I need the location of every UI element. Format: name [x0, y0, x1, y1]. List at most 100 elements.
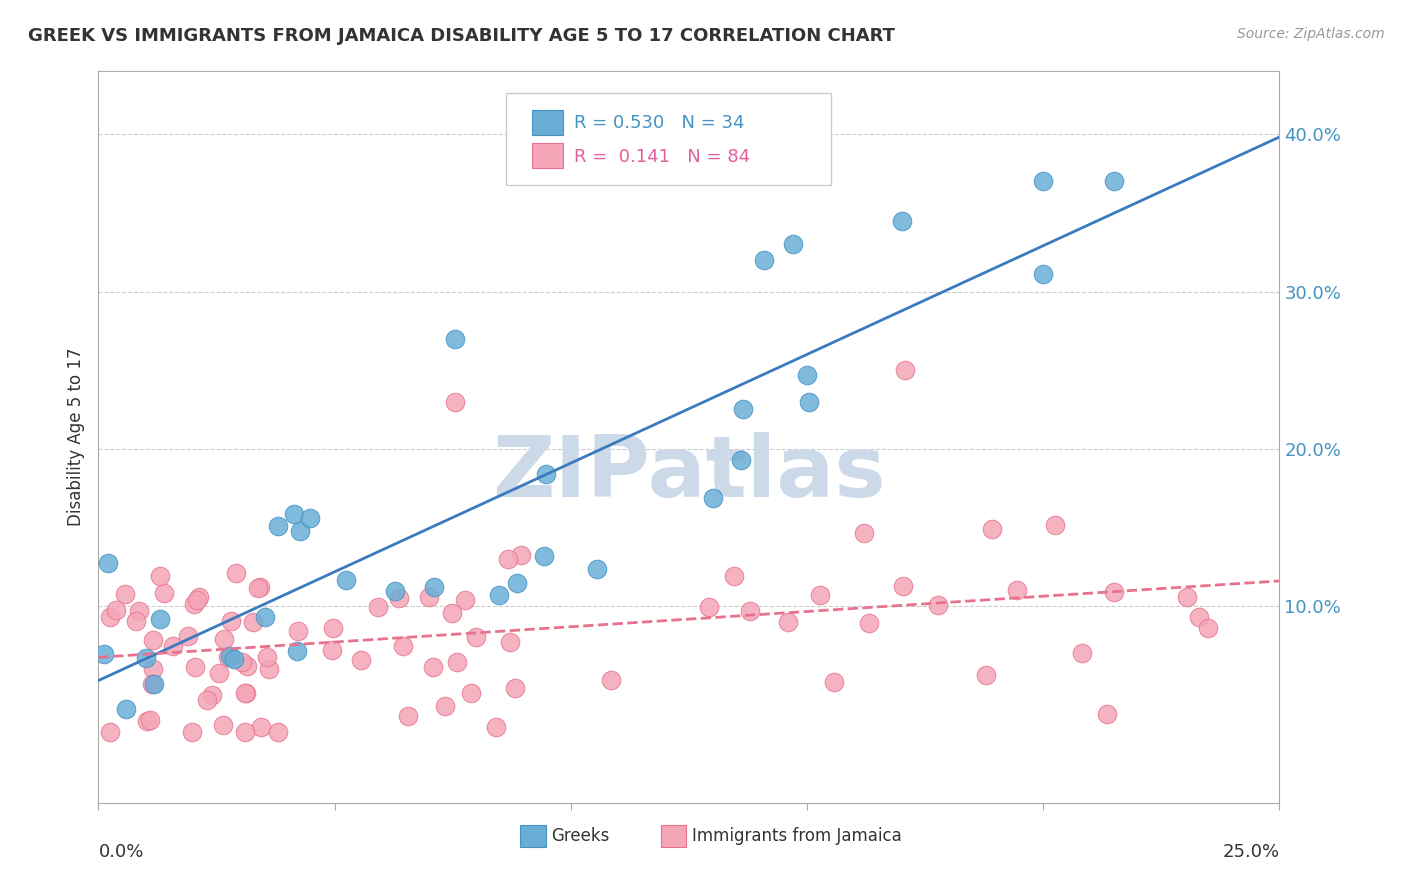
Point — [285, 644, 308, 658]
Point — [141, 677, 163, 691]
Point — [464, 630, 486, 644]
Point — [460, 686, 482, 700]
Point — [253, 610, 276, 624]
Point — [208, 665, 231, 680]
FancyBboxPatch shape — [531, 143, 562, 168]
Point — [222, 652, 245, 666]
Point — [233, 725, 256, 739]
Point — [242, 615, 264, 629]
Point — [225, 566, 247, 580]
Point — [1102, 585, 1125, 599]
Point — [808, 589, 831, 603]
Point — [441, 607, 464, 621]
Point — [299, 511, 322, 525]
FancyBboxPatch shape — [506, 94, 831, 185]
Point — [128, 604, 150, 618]
Point — [418, 590, 440, 604]
Point — [93, 648, 115, 662]
Point — [890, 214, 912, 228]
Text: GREEK VS IMMIGRANTS FROM JAMAICA DISABILITY AGE 5 TO 17 CORRELATION CHART: GREEK VS IMMIGRANTS FROM JAMAICA DISABIL… — [28, 27, 896, 45]
Point — [152, 586, 174, 600]
Point — [733, 401, 755, 416]
Y-axis label: Disability Age 5 to 17: Disability Age 5 to 17 — [66, 348, 84, 526]
FancyBboxPatch shape — [531, 110, 562, 135]
Point — [384, 584, 406, 599]
Text: 0.0%: 0.0% — [98, 843, 143, 861]
Point — [599, 673, 621, 687]
Point — [335, 573, 357, 587]
Point — [135, 651, 157, 665]
Point — [752, 253, 775, 268]
Point — [236, 658, 259, 673]
Point — [214, 632, 236, 646]
Point — [322, 621, 344, 635]
Text: Greeks: Greeks — [551, 827, 610, 845]
Point — [488, 588, 510, 602]
Point — [267, 519, 290, 533]
Point — [858, 616, 880, 631]
Point — [852, 526, 875, 541]
Point — [136, 714, 159, 728]
Point — [503, 681, 526, 696]
Point — [195, 693, 218, 707]
Point — [1102, 174, 1125, 188]
Point — [1071, 647, 1094, 661]
Point — [388, 591, 411, 606]
Point — [740, 604, 762, 618]
Point — [283, 507, 305, 521]
Point — [533, 549, 555, 564]
Point — [723, 569, 745, 583]
Point — [496, 552, 519, 566]
Point — [162, 639, 184, 653]
Point — [219, 615, 242, 629]
Point — [796, 368, 818, 383]
Point — [149, 568, 172, 582]
Point — [98, 725, 121, 739]
Text: ZIPatlas: ZIPatlas — [492, 432, 886, 516]
Point — [104, 603, 127, 617]
Point — [288, 524, 311, 539]
Point — [246, 581, 269, 595]
Point — [891, 579, 914, 593]
Text: Source: ZipAtlas.com: Source: ZipAtlas.com — [1237, 27, 1385, 41]
Point — [149, 612, 172, 626]
Point — [444, 332, 467, 346]
Point — [114, 587, 136, 601]
Point — [321, 643, 343, 657]
Point — [177, 629, 200, 643]
Point — [231, 655, 253, 669]
Point — [1005, 582, 1028, 597]
Point — [446, 655, 468, 669]
Point — [349, 653, 371, 667]
Point — [927, 599, 949, 613]
Point — [776, 615, 799, 629]
Point — [697, 600, 720, 615]
Point — [200, 688, 222, 702]
Point — [484, 720, 506, 734]
Point — [287, 624, 309, 638]
Text: Immigrants from Jamaica: Immigrants from Jamaica — [692, 827, 901, 845]
Point — [180, 725, 202, 739]
Point — [114, 701, 136, 715]
Point — [142, 676, 165, 690]
Point — [1175, 590, 1198, 604]
Point — [97, 556, 120, 570]
Point — [444, 394, 467, 409]
Point — [142, 662, 165, 676]
Point — [1043, 517, 1066, 532]
Point — [894, 363, 917, 377]
Point — [454, 593, 477, 607]
Point — [730, 453, 752, 467]
Point — [423, 580, 446, 594]
Point — [823, 674, 845, 689]
Point — [799, 395, 821, 409]
Point — [256, 649, 278, 664]
Point — [250, 720, 273, 734]
Text: R =  0.141   N = 84: R = 0.141 N = 84 — [575, 148, 751, 166]
Point — [499, 635, 522, 649]
Point — [506, 576, 529, 591]
Point — [257, 662, 280, 676]
Point — [367, 599, 389, 614]
Point — [217, 650, 239, 665]
Point — [187, 590, 209, 604]
